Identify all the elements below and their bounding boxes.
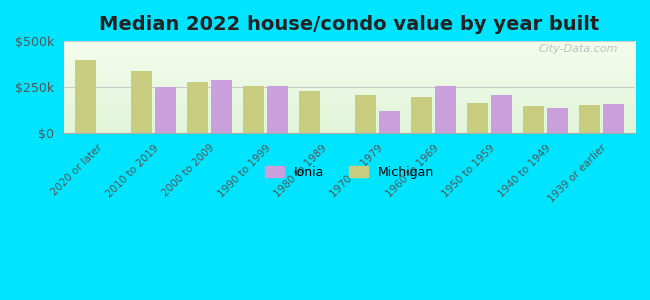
Bar xyxy=(579,105,601,133)
Bar xyxy=(211,80,232,133)
Bar xyxy=(299,91,320,133)
Bar xyxy=(523,106,544,133)
Bar xyxy=(603,104,624,133)
Bar xyxy=(243,85,265,133)
Bar xyxy=(131,70,153,133)
Legend: Ionia, Michigan: Ionia, Michigan xyxy=(260,161,439,184)
Bar xyxy=(435,85,456,133)
Title: Median 2022 house/condo value by year built: Median 2022 house/condo value by year bu… xyxy=(99,15,599,34)
Bar xyxy=(467,103,488,133)
Bar xyxy=(491,95,512,133)
Bar xyxy=(187,82,209,133)
Bar xyxy=(355,95,376,133)
Text: City-Data.com: City-Data.com xyxy=(538,44,618,54)
Bar xyxy=(266,85,288,133)
Bar xyxy=(547,108,568,133)
Bar xyxy=(155,87,176,133)
Bar xyxy=(75,60,96,133)
Bar xyxy=(378,111,400,133)
Bar xyxy=(411,97,432,133)
